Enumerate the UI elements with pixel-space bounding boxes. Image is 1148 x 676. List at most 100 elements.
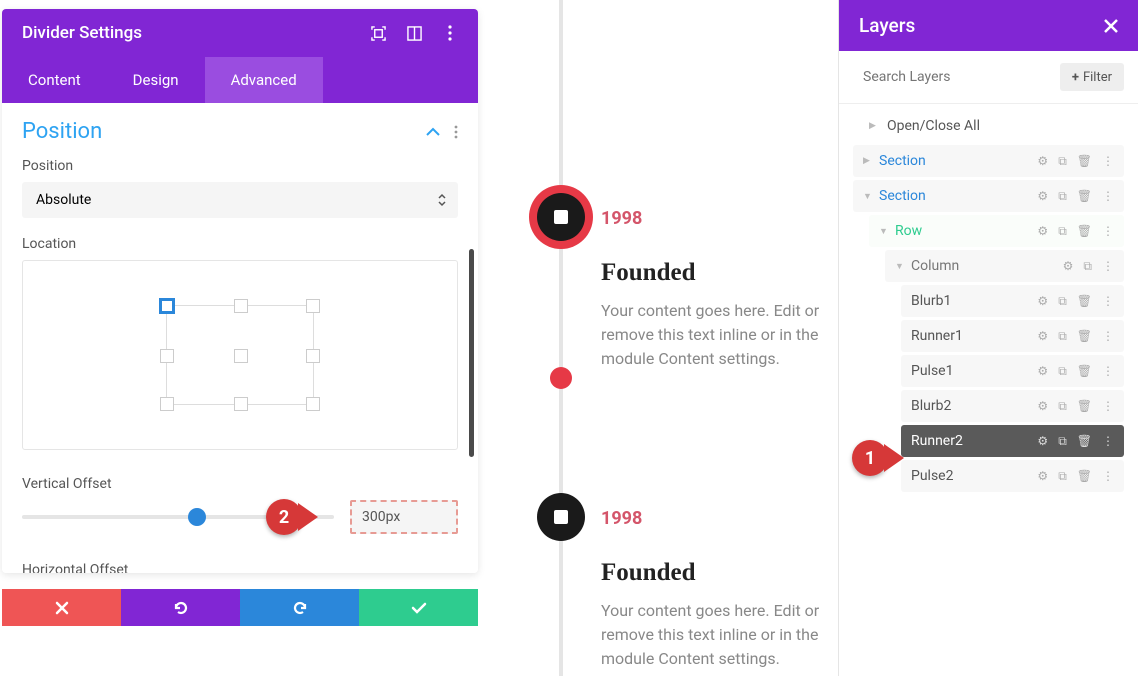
layer-section-2[interactable]: ▼Section ⚙⧉🗑⋮ [853,180,1124,212]
duplicate-icon[interactable]: ⧉ [1058,364,1067,379]
section-title: Position [22,119,102,144]
more-icon[interactable]: ⋮ [1102,399,1114,414]
position-select[interactable]: Absolute [22,182,458,218]
vertical-offset-input[interactable]: 300px [350,500,458,534]
redo-button[interactable] [240,589,359,626]
open-close-all[interactable]: ▶ Open/Close All [839,104,1138,142]
layer-pulse1[interactable]: Pulse1 ⚙⧉🗑⋮ [901,355,1124,387]
scrollbar[interactable] [469,249,474,457]
tab-advanced[interactable]: Advanced [205,57,323,103]
duplicate-icon[interactable]: ⧉ [1058,399,1067,414]
layer-blurb1[interactable]: Blurb1 ⚙⧉🗑⋮ [901,285,1124,317]
trash-icon[interactable]: 🗑 [1077,329,1092,344]
layer-blurb2[interactable]: Blurb2 ⚙⧉🗑⋮ [901,390,1124,422]
layer-row[interactable]: ▼Row ⚙⧉🗑⋮ [869,215,1124,247]
expand-icon[interactable] [370,25,386,41]
more-icon[interactable]: ⋮ [1102,329,1114,344]
anchor-mid-right[interactable] [306,349,320,363]
gear-icon[interactable]: ⚙ [1037,469,1048,484]
trash-icon[interactable]: 🗑 [1077,154,1092,169]
search-input[interactable] [853,63,1052,91]
more-icon[interactable]: ⋮ [1102,294,1114,309]
gear-icon[interactable]: ⚙ [1063,259,1074,274]
section-more-icon[interactable] [454,125,458,139]
gear-icon[interactable]: ⚙ [1037,364,1048,379]
layer-actions[interactable]: ⚙ ⧉ 🗑 ⋮ [1037,154,1114,169]
settings-title: Divider Settings [22,23,142,43]
footer-buttons [2,589,478,626]
more-icon[interactable]: ⋮ [1102,224,1114,239]
callout-2: 2 [266,499,318,535]
timeline-node-2 [537,493,585,541]
snap-icon[interactable] [406,25,422,41]
anchor-mid-left[interactable] [160,349,174,363]
trash-icon[interactable]: 🗑 [1077,399,1092,414]
section-header-position[interactable]: Position [22,119,458,144]
more-icon[interactable]: ⋮ [1102,434,1114,449]
undo-button[interactable] [121,589,240,626]
gear-icon[interactable]: ⚙ [1037,154,1048,169]
duplicate-icon[interactable]: ⧉ [1058,294,1067,309]
trash-icon[interactable]: 🗑 [1077,364,1092,379]
gear-icon[interactable]: ⚙ [1037,434,1048,449]
more-icon[interactable]: ⋮ [1102,154,1114,169]
settings-tabs: Content Design Advanced [2,57,478,103]
layer-column[interactable]: ▼Column ⚙⧉⋮ [885,250,1124,282]
gear-icon[interactable]: ⚙ [1037,399,1048,414]
layer-runner1[interactable]: Runner1 ⚙⧉🗑⋮ [901,320,1124,352]
duplicate-icon[interactable]: ⧉ [1058,189,1067,204]
more-icon[interactable]: ⋮ [1102,259,1114,274]
timeline-node-1 [529,185,593,249]
anchor-grid[interactable] [166,305,314,405]
gear-icon[interactable]: ⚙ [1037,329,1048,344]
filter-button[interactable]: +Filter [1060,63,1124,91]
timeline-heading-1: Founded [601,259,827,287]
anchor-bot-right[interactable] [306,397,320,411]
anchor-top-left[interactable] [159,298,175,314]
anchor-bot-left[interactable] [160,397,174,411]
more-icon[interactable]: ⋮ [1102,189,1114,204]
trash-icon[interactable]: 🗑 [1077,294,1092,309]
layer-pulse2[interactable]: Pulse2 ⚙⧉🗑⋮ [901,460,1124,492]
duplicate-icon[interactable]: ⧉ [1058,154,1067,169]
anchor-bot-center[interactable] [234,397,248,411]
layer-section-1[interactable]: ▶Section ⚙ ⧉ 🗑 ⋮ [853,145,1124,177]
location-anchor-box [22,260,458,450]
gear-icon[interactable]: ⚙ [1037,189,1048,204]
close-icon[interactable] [1104,19,1118,33]
vertical-offset-label: Vertical Offset [22,476,458,492]
chevron-up-icon[interactable] [426,127,440,136]
trash-icon[interactable]: 🗑 [1077,224,1092,239]
layers-panel: Layers +Filter ▶ Open/Close All ▶Section… [838,0,1138,676]
tab-content[interactable]: Content [2,57,107,103]
timeline-text-2: Your content goes here. Edit or remove t… [601,599,827,671]
more-icon[interactable]: ⋮ [1102,469,1114,484]
horizontal-offset-label: Horizontal Offset [22,562,458,573]
duplicate-icon[interactable]: ⧉ [1058,329,1067,344]
slider-thumb[interactable] [188,508,206,526]
duplicate-icon[interactable]: ⧉ [1058,224,1067,239]
gear-icon[interactable]: ⚙ [1037,224,1048,239]
duplicate-icon[interactable]: ⧉ [1058,469,1067,484]
duplicate-icon[interactable]: ⧉ [1083,259,1092,274]
settings-header-icons [370,25,458,41]
gear-icon[interactable]: ⚙ [1037,294,1048,309]
trash-icon[interactable]: 🗑 [1077,469,1092,484]
cancel-button[interactable] [2,589,121,626]
more-icon[interactable]: ⋮ [1102,364,1114,379]
trash-icon[interactable]: 🗑 [1077,434,1092,449]
callout-2-circle: 2 [266,499,302,535]
tab-design[interactable]: Design [107,57,205,103]
trash-icon[interactable]: 🗑 [1077,189,1092,204]
layer-runner2[interactable]: Runner2 ⚙⧉🗑⋮ [901,425,1124,457]
more-icon[interactable] [442,25,458,41]
layers-header: Layers [839,0,1138,51]
divider-settings-panel: Divider Settings Content Design Advanced… [2,9,478,573]
duplicate-icon[interactable]: ⧉ [1058,434,1067,449]
save-button[interactable] [359,589,478,626]
callout-arrow-icon [884,444,904,472]
anchor-top-right[interactable] [306,299,320,313]
anchor-top-center[interactable] [234,299,248,313]
timeline-pulse-1 [550,367,572,389]
anchor-mid-center[interactable] [234,349,248,363]
